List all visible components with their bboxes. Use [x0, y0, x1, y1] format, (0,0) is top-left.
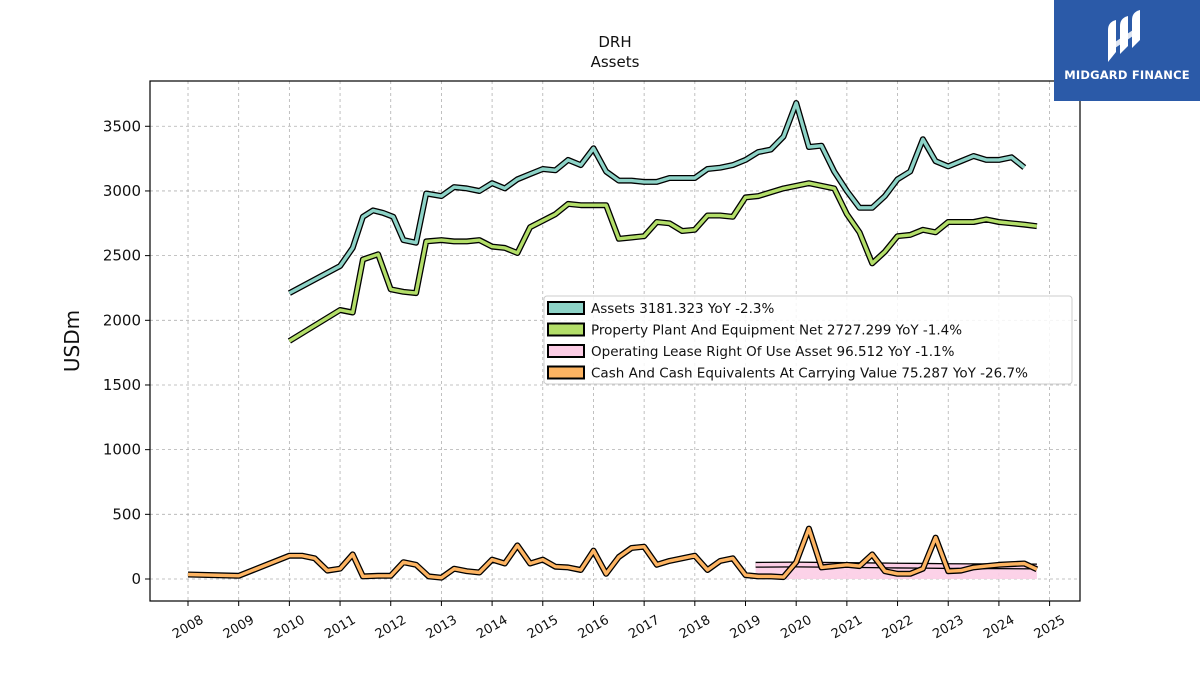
legend-swatch	[547, 301, 585, 315]
legend-swatch	[547, 344, 585, 358]
chart-subtitle: Assets	[591, 53, 640, 71]
series-line-3	[187, 526, 1038, 580]
x-tick-label: 2008	[170, 613, 206, 643]
y-axis-label: USDm	[60, 310, 84, 372]
series-line-0	[288, 101, 1026, 295]
x-tick-label: 2018	[677, 613, 713, 643]
x-tick-label: 2022	[880, 613, 916, 643]
brand-logo: MIDGARD FINANCE	[1054, 0, 1200, 101]
x-tick-label: 2020	[778, 613, 814, 643]
chart-title: DRH	[598, 33, 631, 51]
x-tick-label: 2014	[474, 613, 510, 643]
y-tick-label: 1000	[103, 441, 141, 459]
x-tick-label: 2025	[1032, 613, 1068, 643]
x-tick-label: 2015	[525, 613, 561, 643]
x-tick-label: 2017	[626, 613, 662, 643]
y-tick-label: 500	[112, 505, 141, 523]
x-tick-label: 2011	[322, 613, 358, 643]
legend-label: Cash And Cash Equivalents At Carrying Va…	[591, 366, 1028, 382]
plot-frame	[149, 80, 1081, 602]
midgard-logo-icon	[1108, 10, 1140, 62]
x-tick-label: 2013	[424, 613, 460, 643]
y-tick-label: 2000	[103, 311, 141, 329]
series-line-outline-0	[287, 100, 1027, 296]
y-tick-label: 3000	[103, 182, 141, 200]
legend-label: Assets 3181.323 YoY -2.3%	[591, 301, 775, 317]
legend-box	[543, 295, 1073, 385]
legend-label: Property Plant And Equipment Net 2727.29…	[591, 323, 962, 339]
x-tick-label: 2016	[576, 613, 612, 643]
x-tick-label: 2010	[272, 613, 308, 643]
legend-swatch	[547, 365, 585, 380]
series-line-1	[288, 181, 1038, 343]
legend-swatch	[547, 322, 585, 337]
x-tick-label: 2023	[930, 613, 966, 643]
x-tick-label: 2019	[728, 613, 764, 643]
x-axis: 2008 2009 2010 2011 2012 2013 2014 2015 2016 2017…	[170, 601, 1068, 642]
series-lines	[187, 100, 1039, 581]
x-tick-label: 2012	[373, 613, 409, 643]
legend: Assets 3181.323 YoY -2.3% Property Plant …	[543, 295, 1073, 385]
x-tick-label: 2009	[221, 613, 257, 643]
x-tick-label: 2021	[829, 613, 865, 643]
y-tick-label: 2500	[103, 247, 141, 265]
y-tick-label: 0	[131, 570, 141, 588]
x-tick-label: 2024	[981, 613, 1017, 643]
brand-name: MIDGARD FINANCE	[1064, 68, 1190, 82]
y-tick-label: 1500	[103, 376, 141, 394]
y-axis: 0 500 1000 1500 2000 2500 3000 3500	[103, 117, 150, 588]
y-tick-label: 3500	[103, 117, 141, 135]
legend-label: Operating Lease Right Of Use Asset 96.51…	[591, 344, 955, 360]
